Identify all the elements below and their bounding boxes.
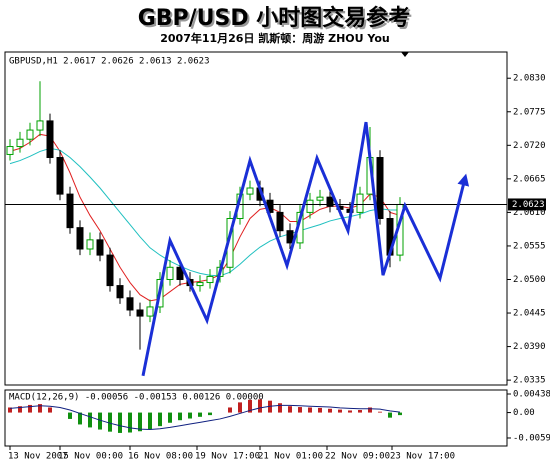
candle-body	[66, 193, 74, 229]
macd-bar	[78, 412, 82, 425]
candle-body	[36, 120, 44, 131]
x-tick-label: 23 Nov 17:00	[390, 452, 455, 462]
macd-bar	[288, 406, 292, 413]
title-shadow: GBP/USD 小时图交易参考	[140, 7, 413, 33]
macd-bar	[48, 407, 52, 413]
x-tick-label: 21 Nov 01:00	[258, 452, 323, 462]
candle-body	[136, 309, 144, 317]
candle-body	[376, 157, 384, 219]
candle-body	[246, 187, 254, 195]
candle-body	[26, 129, 34, 140]
last-price-box	[508, 198, 546, 211]
macd-bar	[188, 412, 192, 419]
macd-bar	[198, 412, 202, 417]
macd-bar	[108, 412, 112, 432]
macd-bar	[398, 412, 402, 416]
macd-bar	[368, 407, 372, 413]
candle-body	[166, 266, 174, 280]
macd-bar	[348, 410, 352, 413]
macd-bar	[28, 404, 32, 413]
macd-bar	[138, 412, 142, 432]
candle-body	[316, 196, 324, 201]
candle-body	[96, 239, 104, 256]
shift-marker	[401, 52, 409, 57]
macd-bar	[38, 404, 42, 413]
candle-body	[176, 266, 184, 280]
y-tick-label: -0.00599	[513, 433, 550, 443]
chart-title: GBP/USD 小时图交易参考	[138, 5, 411, 31]
candle-body	[196, 282, 204, 287]
y-tick-label: 2.0335	[513, 376, 546, 386]
macd-bar	[298, 407, 302, 413]
macd-bar	[8, 407, 12, 413]
y-tick-label: 0.00438	[513, 389, 550, 399]
macd-bar	[178, 412, 182, 421]
macd-signal	[9, 404, 401, 431]
macd-bar	[168, 412, 172, 423]
macd-bar	[328, 408, 332, 413]
macd-bar	[98, 412, 102, 430]
candle-body	[116, 285, 124, 299]
candle-body	[16, 138, 24, 148]
moving-average	[9, 147, 400, 277]
x-tick-label: 22 Nov 09:00	[325, 452, 390, 462]
candle-body	[146, 306, 154, 317]
x-tick-label: 19 Nov 17:00	[195, 452, 260, 462]
y-tick-label: 2.0555	[513, 241, 546, 251]
macd-bar	[248, 399, 252, 413]
y-tick-label: 2.0390	[513, 342, 546, 352]
y-tick-label: 2.0830	[513, 74, 546, 84]
candle-body	[286, 230, 294, 244]
macd-bar	[388, 412, 392, 418]
x-tick-label: 16 Nov 08:00	[128, 452, 193, 462]
candle-body	[106, 254, 114, 287]
macd-bar	[88, 412, 92, 428]
candle-body	[56, 157, 64, 195]
macd-bar	[158, 412, 162, 427]
macd-bar	[338, 409, 342, 413]
candle-body	[6, 146, 14, 155]
y-tick-label: 2.0610	[513, 208, 546, 218]
x-tick-label: 13 Nov 2007	[8, 452, 68, 462]
macd-bar	[318, 407, 322, 413]
y-tick-label: 2.0775	[513, 107, 546, 117]
y-tick-label: 2.0720	[513, 141, 546, 151]
y-tick-label: 2.0445	[513, 309, 546, 319]
chart-header: GBPUSD,H1 2.0617 2.0626 2.0613 2.0623	[9, 57, 209, 67]
y-tick-label: 0.00	[513, 408, 535, 418]
macd-bar	[358, 410, 362, 413]
x-tick-label: 15 Nov 00:00	[58, 452, 123, 462]
chart-subtitle: 2007年11月26日 凯斯顿：周游 ZHOU You	[160, 31, 390, 45]
macd-bar	[208, 412, 212, 416]
macd-bar	[278, 403, 282, 413]
y-tick-label: 2.0665	[513, 174, 546, 184]
candle-body	[76, 227, 84, 250]
macd-bar	[68, 412, 72, 419]
macd-bar	[228, 407, 232, 413]
moving-average	[9, 133, 401, 302]
candle-body	[326, 196, 334, 207]
candle-body	[306, 199, 314, 213]
candle-body	[126, 297, 134, 311]
y-tick-label: 2.0500	[513, 275, 546, 285]
candle-body	[356, 193, 364, 213]
last-price-label: 2.0623	[512, 200, 545, 210]
macd-bar	[238, 402, 242, 413]
macd-bar	[128, 412, 132, 433]
forecast-path	[141, 121, 470, 377]
candle-body	[206, 275, 214, 284]
macd-header: MACD(12,26,9) -0.00056 -0.00153 0.00126 …	[9, 393, 264, 403]
price-panel	[4, 51, 508, 386]
macd-bar	[118, 412, 122, 433]
macd-bar	[258, 399, 262, 413]
candle-body	[86, 239, 94, 250]
candle-body	[46, 120, 54, 159]
macd-bar	[148, 412, 152, 430]
candle-body	[276, 211, 284, 232]
macd-bar	[18, 406, 22, 413]
macd-bar	[378, 411, 382, 413]
macd-bar	[308, 407, 312, 413]
